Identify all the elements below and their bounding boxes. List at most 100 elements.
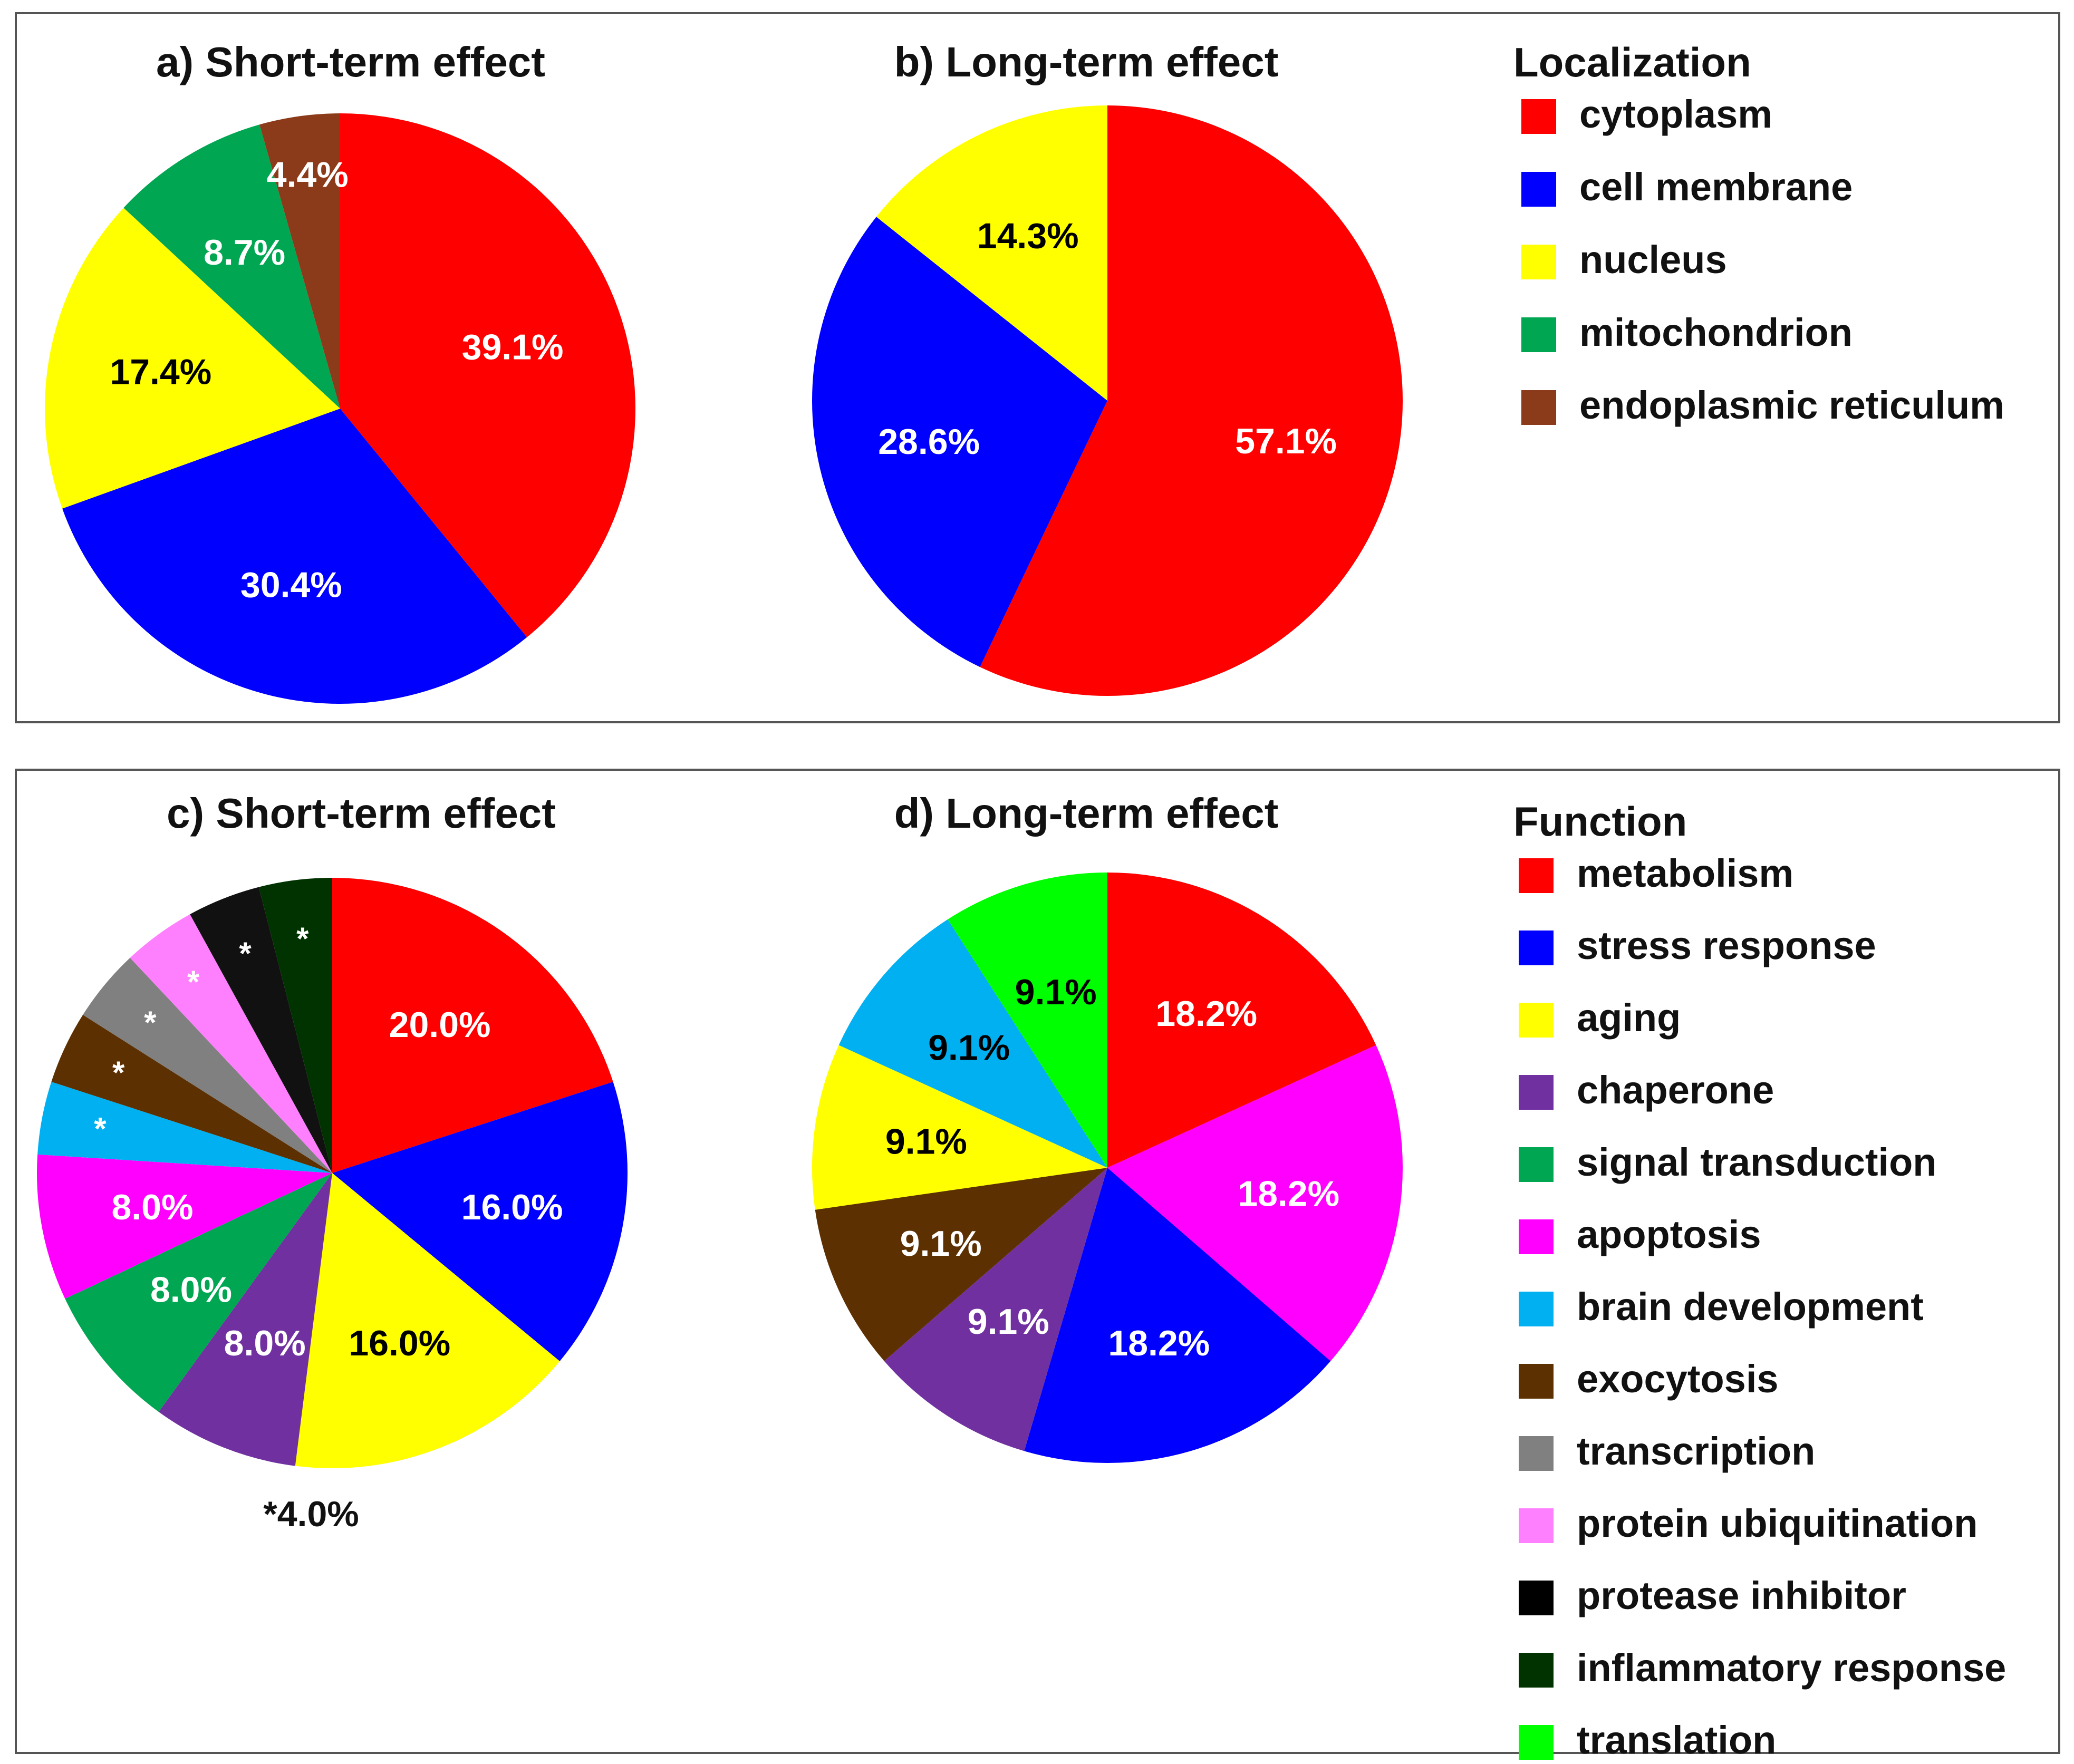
legend-function-label-protein-ubiquitination: protein ubiquitination xyxy=(1577,1501,1977,1545)
pie-b-slice-cytoplasm xyxy=(980,105,1403,696)
pie-c-slice-signal-transduction xyxy=(65,1173,333,1412)
pie-c-label-brain-development: * xyxy=(94,1111,107,1147)
pie-d-label-chaperone: 9.1% xyxy=(968,1302,1049,1342)
pie-b-slice-cell-membrane xyxy=(812,217,1107,667)
pie-c-label-chaperone: 8.0% xyxy=(224,1323,306,1363)
pie-d-label-aging: 9.1% xyxy=(885,1122,967,1162)
pie-c-small-slice-note: *4.0% xyxy=(263,1494,359,1534)
legend-function-label-brain-development: brain development xyxy=(1577,1285,1924,1329)
pie-d-label-brain-development: 9.1% xyxy=(928,1028,1010,1068)
pie-c-title: c) Short-term effect xyxy=(167,790,556,837)
pie-d-label-translation: 9.1% xyxy=(1015,972,1097,1012)
legend-localization-swatch-cell-membrane xyxy=(1521,172,1556,207)
legend-function-swatch-chaperone xyxy=(1519,1075,1554,1110)
pie-d-slice-aging xyxy=(812,1045,1107,1210)
pie-c-slice-apoptosis xyxy=(36,1154,332,1299)
legend-localization-title: Localization xyxy=(1513,39,1751,85)
pie-d-slice-translation xyxy=(948,873,1107,1168)
pie-c-slice-brain-development xyxy=(37,1081,332,1173)
legend-function-swatch-metabolism xyxy=(1519,858,1554,893)
legend-function-swatch-protein-ubiquitination xyxy=(1519,1508,1554,1543)
pie-c-label-stress-response: 16.0% xyxy=(461,1187,563,1227)
pie-c-label-protein-ubiquitination: * xyxy=(187,964,200,1000)
pie-d-slice-brain-development xyxy=(838,919,1107,1168)
legend-function-label-inflammatory-response: inflammatory response xyxy=(1577,1646,2006,1690)
pie-d-title: d) Long-term effect xyxy=(894,790,1279,837)
pie-d-slice-metabolism xyxy=(1107,873,1376,1168)
legend-localization: Localization cytoplasm cell membrane nucle… xyxy=(1513,39,2004,427)
legend-localization-label-nucleus: nucleus xyxy=(1579,238,1727,282)
legend-localization-swatch-mitochondrion xyxy=(1521,317,1556,352)
legend-function-label-protease-inhibitor: protease inhibitor xyxy=(1577,1574,1906,1617)
legend-function-swatch-inflammatory-response xyxy=(1519,1653,1554,1688)
pie-d-label-exocytosis: 9.1% xyxy=(900,1224,982,1264)
pie-c-slice-aging xyxy=(295,1173,560,1468)
pie-c-slice-stress-response xyxy=(332,1081,628,1361)
legend-function-swatch-brain-development xyxy=(1519,1292,1554,1326)
pie-c-label-metabolism: 20.0% xyxy=(389,1005,491,1045)
pie-b-title: b) Long-term effect xyxy=(894,38,1279,85)
legend-function: Function metabolism stress response aging c… xyxy=(1513,798,2006,1762)
pie-c-slice-protease-inhibitor xyxy=(190,887,332,1173)
legend-function-label-apoptosis: apoptosis xyxy=(1577,1213,1761,1256)
pie-a-slice-cytoplasm xyxy=(340,113,635,637)
legend-function-label-stress-response: stress response xyxy=(1577,924,1876,967)
pie-a-slice-endoplasmic-reticulum xyxy=(259,113,340,409)
pie-d-slice-exocytosis xyxy=(815,1168,1107,1361)
pie-d-slice-apoptosis xyxy=(1107,1045,1403,1361)
legend-localization-swatch-nucleus xyxy=(1521,245,1556,279)
pie-c-label-exocytosis: * xyxy=(112,1055,125,1090)
legend-function-title: Function xyxy=(1513,798,1687,845)
pie-a-slice-cell-membrane xyxy=(62,409,527,704)
legend-function-swatch-apoptosis xyxy=(1519,1219,1554,1254)
legend-function-label-chaperone: chaperone xyxy=(1577,1068,1774,1112)
legend-function-swatch-protease-inhibitor xyxy=(1519,1581,1554,1615)
pie-a-slice-nucleus xyxy=(44,208,341,509)
legend-function-swatch-transcription xyxy=(1519,1436,1554,1471)
legend-function-label-transcription: transcription xyxy=(1577,1429,1815,1473)
legend-localization-label-cytoplasm: cytoplasm xyxy=(1579,92,1772,136)
legend-function-swatch-translation xyxy=(1519,1725,1554,1760)
legend-function-label-exocytosis: exocytosis xyxy=(1577,1357,1779,1401)
pie-d-slice-chaperone xyxy=(884,1168,1107,1451)
pie-c-label-protease-inhibitor: * xyxy=(239,936,252,971)
pie-a-label-endoplasmic-reticulum: 4.4% xyxy=(267,154,349,195)
pie-chart-a-localization-short-term: 39.1% 30.4% 17.4% 8.7% 4.4% xyxy=(44,113,635,704)
pie-a-title: a) Short-term effect xyxy=(156,38,545,85)
pie-c-label-inflammatory-response: * xyxy=(296,921,309,956)
pie-d-label-metabolism: 18.2% xyxy=(1155,994,1257,1034)
legend-function-label-aging: aging xyxy=(1577,996,1681,1040)
legend-localization-label-mitochondrion: mitochondrion xyxy=(1579,311,1853,354)
legend-function-swatch-exocytosis xyxy=(1519,1364,1554,1399)
pie-chart-d-function-long-term: 18.2%18.2%18.2%9.1%9.1%9.1%9.1%9.1% xyxy=(812,873,1403,1463)
pie-b-label-nucleus: 14.3% xyxy=(977,216,1079,256)
legend-localization-swatch-endoplasmic-reticulum xyxy=(1521,390,1556,425)
legend-localization-swatch-cytoplasm xyxy=(1521,99,1556,134)
pie-d-label-apoptosis: 18.2% xyxy=(1238,1174,1339,1214)
pie-a-label-cell-membrane: 30.4% xyxy=(240,565,342,605)
pie-c-label-apoptosis: 8.0% xyxy=(111,1187,193,1227)
pie-a-label-mitochondrion: 8.7% xyxy=(204,232,285,273)
pie-c-slice-exocytosis xyxy=(51,1014,333,1173)
pie-b-slice-nucleus xyxy=(876,105,1107,401)
legend-localization-label-endoplasmic-reticulum: endoplasmic reticulum xyxy=(1579,383,2004,427)
legend-function-label-metabolism: metabolism xyxy=(1577,851,1793,895)
legend-function-label-translation: translation xyxy=(1577,1718,1776,1762)
pie-a-label-cytoplasm: 39.1% xyxy=(462,327,564,367)
pie-b-label-cell-membrane: 28.6% xyxy=(878,422,980,462)
pie-b-label-cytoplasm: 57.1% xyxy=(1235,421,1337,461)
pie-chart-b-localization-long-term: 57.1% 28.6% 14.3% xyxy=(812,105,1403,696)
legend-localization-label-cell-membrane: cell membrane xyxy=(1579,165,1853,209)
pie-c-slice-protein-ubiquitination xyxy=(130,914,332,1173)
pie-c-label-aging: 16.0% xyxy=(349,1323,450,1363)
pie-d-label-stress-response: 18.2% xyxy=(1108,1323,1210,1363)
legend-function-swatch-aging xyxy=(1519,1003,1554,1038)
pie-c-slice-metabolism xyxy=(332,878,613,1173)
legend-function-swatch-stress-response xyxy=(1519,931,1554,965)
pie-c-slice-transcription xyxy=(83,957,332,1173)
legend-function-swatch-signal-transduction xyxy=(1519,1147,1554,1182)
pie-c-slice-inflammatory-response xyxy=(258,878,332,1173)
pie-a-slice-mitochondrion xyxy=(123,124,340,409)
pie-chart-c-function-short-term: 20.0%16.0%16.0%8.0%8.0%8.0%***** * xyxy=(36,878,628,1468)
